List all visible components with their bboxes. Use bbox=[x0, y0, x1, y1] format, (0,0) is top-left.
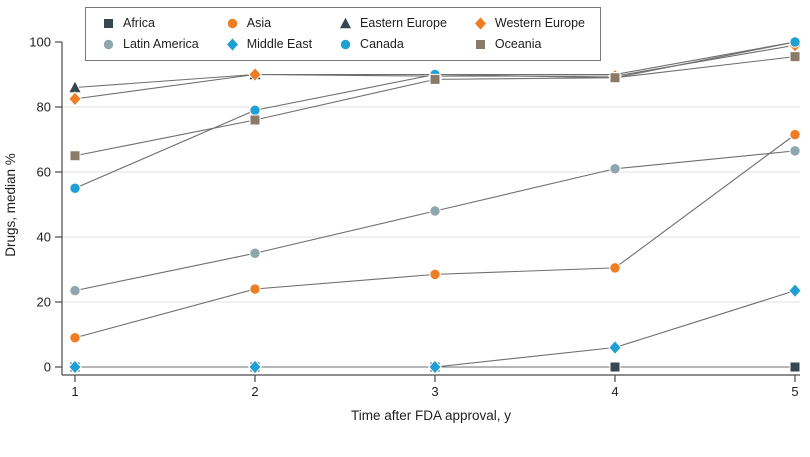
diamond-marker bbox=[428, 359, 442, 375]
circle-marker bbox=[249, 247, 261, 259]
diamond-marker bbox=[68, 359, 82, 375]
series-line-canada bbox=[74, 41, 796, 189]
square-marker bbox=[103, 18, 114, 29]
series-oceania bbox=[69, 51, 801, 162]
legend-item-oceania: Oceania bbox=[473, 37, 585, 52]
legend-label: Eastern Europe bbox=[360, 16, 447, 30]
legend-label: Middle East bbox=[246, 37, 313, 51]
square-marker bbox=[249, 114, 261, 126]
diamond-marker bbox=[473, 16, 488, 31]
circle-marker-icon bbox=[339, 38, 352, 51]
y-tick-label: 20 bbox=[37, 295, 51, 310]
legend-item-africa: Africa bbox=[101, 16, 199, 31]
circle-marker bbox=[789, 36, 801, 48]
legend-label: Western Europe bbox=[494, 16, 586, 30]
legend-item-asia: Asia bbox=[225, 16, 312, 31]
triangle-marker-icon bbox=[338, 16, 353, 30]
square-marker bbox=[789, 361, 801, 373]
circle-marker bbox=[102, 38, 115, 51]
circle-marker-icon bbox=[226, 17, 238, 30]
y-axis-title: Drugs, median % bbox=[3, 153, 18, 257]
circle-marker bbox=[339, 38, 352, 51]
circle-marker bbox=[789, 145, 801, 157]
legend-item-middle-east: Middle East bbox=[225, 37, 312, 52]
circle-marker-icon bbox=[102, 38, 115, 51]
square-marker-icon bbox=[474, 39, 486, 50]
circle-marker bbox=[789, 128, 801, 141]
square-marker-icon bbox=[103, 18, 114, 29]
circle-marker bbox=[609, 262, 621, 274]
diamond-marker bbox=[225, 37, 240, 52]
series-asia bbox=[69, 128, 801, 344]
legend-label: Oceania bbox=[494, 37, 542, 51]
y-tick-label: 0 bbox=[44, 360, 51, 375]
diamond-marker bbox=[248, 66, 262, 83]
legend-item-latin-america: Latin America bbox=[101, 37, 199, 52]
diamond-marker-icon bbox=[473, 16, 488, 31]
x-tick-label: 3 bbox=[431, 384, 438, 399]
series-latin-america bbox=[69, 145, 801, 297]
y-tick-label: 40 bbox=[37, 230, 51, 245]
x-tick-label: 1 bbox=[71, 384, 78, 399]
legend-item-western-europe: Western Europe bbox=[473, 16, 585, 31]
circle-marker bbox=[429, 205, 441, 217]
diamond-marker bbox=[248, 359, 262, 375]
x-tick-label: 4 bbox=[611, 384, 618, 399]
x-tick-label: 5 bbox=[791, 384, 798, 399]
plot-area: 0 20 40 60 80 100 1 2 3 4 5 bbox=[29, 34, 803, 399]
legend-item-canada: Canada bbox=[338, 37, 447, 52]
diamond-marker-icon bbox=[225, 37, 240, 52]
x-axis-title: Time after FDA approval, y bbox=[351, 408, 511, 423]
circle-marker bbox=[69, 284, 81, 297]
legend-label: Latin America bbox=[123, 37, 199, 51]
legend-label: Africa bbox=[123, 16, 155, 30]
square-marker bbox=[429, 73, 441, 85]
legend-label: Canada bbox=[360, 37, 404, 51]
circle-marker bbox=[249, 104, 261, 116]
square-marker bbox=[69, 150, 81, 162]
circle-marker bbox=[226, 17, 238, 30]
y-tick-label: 60 bbox=[37, 165, 51, 180]
circle-marker bbox=[429, 268, 441, 281]
series-middle-east bbox=[68, 283, 802, 375]
square-marker bbox=[609, 72, 621, 84]
circle-marker bbox=[249, 283, 261, 295]
triangle-marker bbox=[338, 16, 353, 30]
y-tick-label: 100 bbox=[29, 35, 51, 50]
legend: Africa Asia Eastern Europe Western Europe La… bbox=[85, 7, 602, 61]
circle-marker bbox=[69, 332, 81, 344]
square-marker bbox=[474, 39, 486, 50]
series-line-asia bbox=[74, 134, 796, 339]
diamond-marker bbox=[68, 91, 82, 107]
y-tick-label: 80 bbox=[37, 100, 51, 115]
square-marker bbox=[789, 51, 801, 63]
circle-marker bbox=[609, 163, 621, 175]
circle-marker bbox=[69, 182, 81, 194]
diamond-marker bbox=[788, 283, 802, 299]
legend-item-eastern-europe: Eastern Europe bbox=[338, 16, 447, 31]
square-marker bbox=[609, 361, 621, 373]
diamond-marker bbox=[608, 339, 622, 356]
legend-label: Asia bbox=[246, 16, 272, 30]
x-tick-label: 2 bbox=[251, 384, 258, 399]
